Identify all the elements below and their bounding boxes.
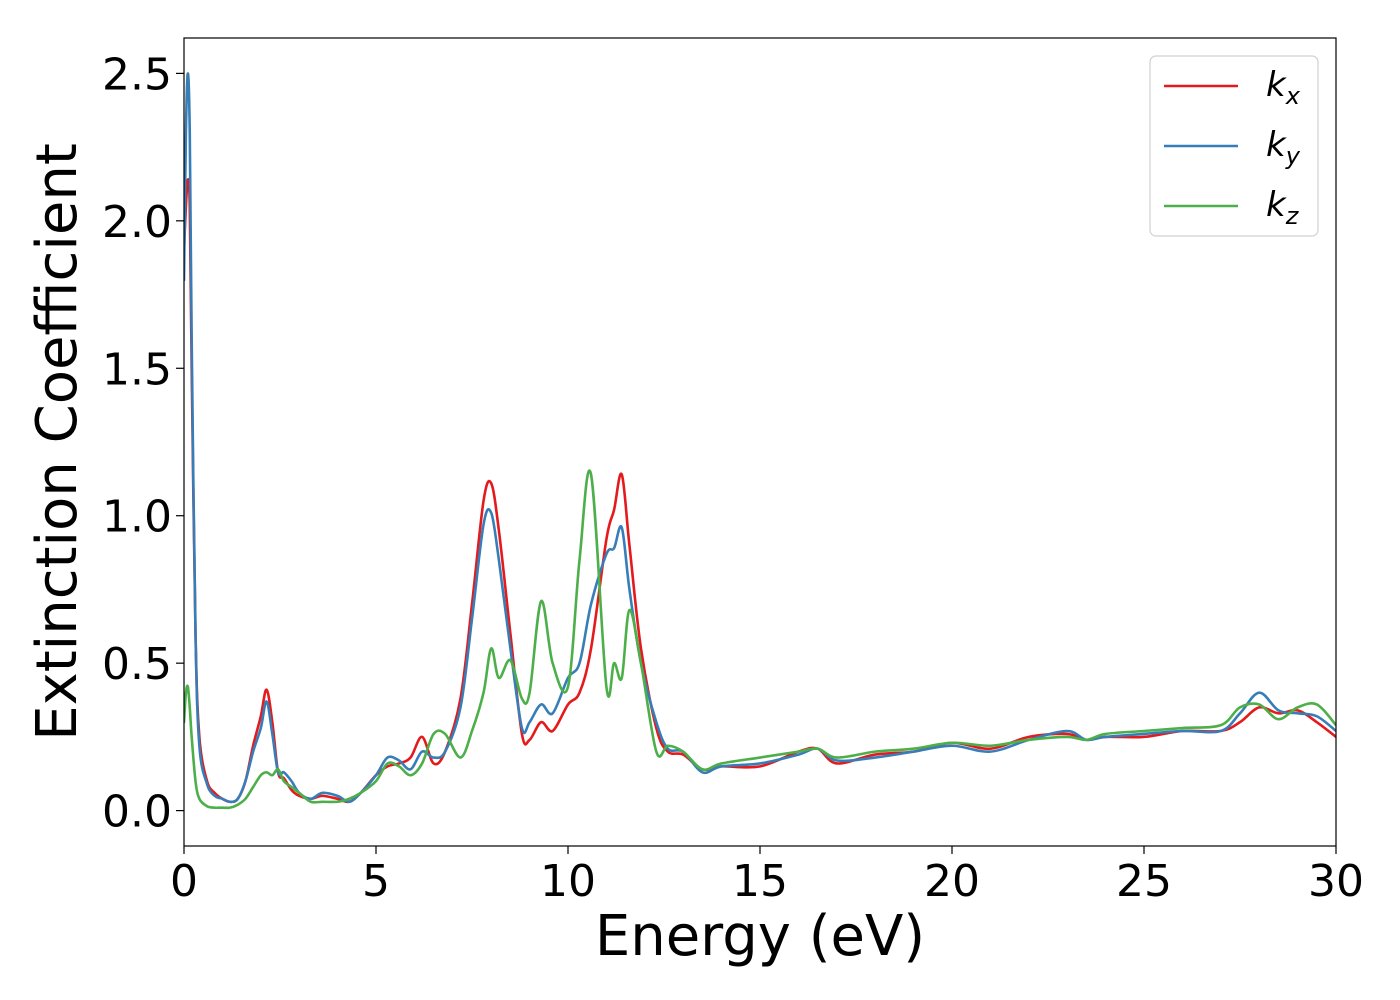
x-tick-label: 10 <box>540 856 596 907</box>
y-tick-label: 2.0 <box>102 197 172 248</box>
legend-label-y: ky <box>1266 125 1301 170</box>
y-tick-label: 1.5 <box>102 344 172 395</box>
y-axis: 0.0 0.5 1.0 1.5 2.0 2.5 <box>102 49 184 838</box>
y-tick-label: 1.0 <box>102 492 172 543</box>
legend-label-subscript: y <box>1285 142 1301 170</box>
y-tick-label: 2.5 <box>102 49 172 100</box>
x-tick-label: 0 <box>170 856 198 907</box>
y-tick-label: 0.0 <box>102 787 172 838</box>
series-line-x <box>184 177 1336 804</box>
legend-label-z: kz <box>1266 185 1300 230</box>
legend-label-subscript: x <box>1285 82 1301 110</box>
y-axis-title: Extinction Coefficient <box>25 143 90 741</box>
series-line-z <box>184 469 1336 810</box>
x-axis: 0 5 10 15 20 25 30 <box>170 846 1364 907</box>
x-tick-label: 25 <box>1116 856 1172 907</box>
series-line-y <box>184 72 1336 804</box>
x-tick-label: 20 <box>924 856 980 907</box>
series-layer <box>184 72 1336 810</box>
legend-label-x: kx <box>1266 65 1301 110</box>
x-tick-label: 30 <box>1308 856 1364 907</box>
legend-label-subscript: z <box>1285 202 1300 230</box>
y-tick-label: 0.5 <box>102 639 172 690</box>
x-tick-label: 5 <box>362 856 390 907</box>
legend-label-base: k <box>1266 65 1287 105</box>
x-axis-title: Energy (eV) <box>595 904 925 969</box>
x-tick-label: 15 <box>732 856 788 907</box>
legend-label-base: k <box>1266 185 1287 225</box>
legend-label-base: k <box>1266 125 1287 165</box>
